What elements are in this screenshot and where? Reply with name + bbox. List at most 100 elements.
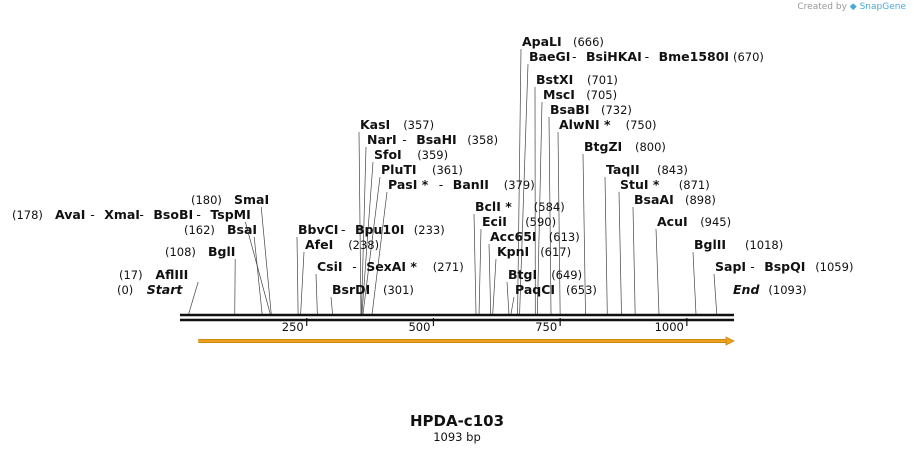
enzyme-name[interactable]: BsrDI (332, 282, 370, 297)
axis-tick-label: 250 (282, 320, 304, 334)
enzyme-name[interactable]: NarI (367, 132, 397, 147)
enzyme-name[interactable]: MscI (543, 87, 575, 102)
enzyme-name[interactable]: BglII (694, 237, 726, 252)
leader-line (253, 236, 263, 315)
site-pluti[interactable]: PluTI (361) (381, 162, 463, 177)
site-apali[interactable]: ApaLI (666) (522, 34, 604, 49)
site-bbvci[interactable]: BbvCI - Bpu10I (233) (298, 222, 445, 237)
site-end[interactable]: End (1093) (733, 282, 807, 297)
site-afei[interactable]: AfeI (238) (305, 237, 379, 252)
site-bsai[interactable]: (162) BsaI (184, 222, 257, 237)
site-position: (649) (551, 268, 582, 282)
site-btgzi[interactable]: BtgZI (800) (584, 139, 666, 154)
site-bstxi[interactable]: BstXI (701) (536, 72, 618, 87)
site-csii[interactable]: CsiI - SexAI * (271) (317, 259, 464, 274)
enzyme-name[interactable]: Acc65I (490, 229, 537, 244)
enzyme-name[interactable]: EciI (482, 214, 507, 229)
site-bsrdi[interactable]: BsrDI (301) (332, 282, 414, 297)
site-bsaai[interactable]: BsaAI (898) (634, 192, 716, 207)
site-acui[interactable]: AcuI (945) (657, 214, 731, 229)
enzyme-name[interactable]: Bpu10I (355, 222, 404, 237)
site-bglii[interactable]: BglII (1018) (694, 237, 783, 252)
site-bcli[interactable]: BclI * (584) (475, 199, 565, 214)
enzyme-name[interactable]: TspMI (210, 207, 250, 222)
enzyme-name[interactable]: End (733, 282, 760, 297)
enzyme-name[interactable]: BsaAI (634, 192, 674, 207)
enzyme-name[interactable]: CsiI (317, 259, 343, 274)
enzyme-name[interactable]: XmaI (104, 207, 140, 222)
credit-prefix: Created by (797, 2, 847, 12)
enzyme-name[interactable]: PasI * (388, 177, 429, 192)
site-position: (238) (348, 238, 379, 252)
enzyme-name[interactable]: BsaI (227, 222, 257, 237)
enzyme-name[interactable]: KasI (360, 117, 390, 132)
site-baegi[interactable]: BaeGI - BsiHKAI - Bme1580I (670) (529, 49, 764, 64)
site-bgli[interactable]: (108) BglI (165, 244, 235, 259)
enzyme-name[interactable]: AfeI (305, 237, 333, 252)
site-start[interactable]: (0) Start (117, 282, 183, 297)
enzyme-name[interactable]: BtgZI (584, 139, 622, 154)
leader-line (371, 191, 388, 315)
enzyme-name[interactable]: KpnI (497, 244, 529, 259)
site-taqii[interactable]: TaqII (843) (606, 162, 688, 177)
site-position: (1093) (768, 283, 806, 297)
enzyme-name[interactable]: BsiHKAI (586, 49, 642, 64)
leader-line (478, 228, 482, 315)
site-avai[interactable]: (178) AvaI - XmaI - BsoBI - TspMI (12, 207, 251, 222)
enzyme-name[interactable]: BclI * (475, 199, 512, 214)
site-btgi[interactable]: BtgI (649) (508, 267, 582, 282)
enzyme-name[interactable]: SapI (715, 259, 746, 274)
leader-line (488, 243, 492, 315)
enzyme-name[interactable]: SmaI (234, 192, 269, 207)
site-sapi[interactable]: SapI - BspQI (1059) (715, 259, 853, 274)
enzyme-name[interactable]: BaeGI (529, 49, 570, 64)
enzyme-name[interactable]: AcuI (657, 214, 688, 229)
enzyme-name[interactable]: BanII (453, 177, 489, 192)
enzyme-separator: - (139, 207, 144, 222)
enzyme-name[interactable]: AflIII (155, 267, 188, 282)
enzyme-name[interactable]: SfoI (374, 147, 402, 162)
site-sfoi[interactable]: SfoI (359) (374, 147, 448, 162)
feature-arrow[interactable] (198, 336, 735, 346)
leader-line (618, 191, 622, 315)
site-position: (357) (403, 118, 434, 132)
enzyme-name[interactable]: PaqCI (515, 282, 555, 297)
leader-line (260, 206, 272, 315)
site-position: (162) (184, 223, 215, 237)
site-position: (871) (679, 178, 710, 192)
site-stui[interactable]: StuI * (871) (620, 177, 710, 192)
site-smai[interactable]: (180) SmaI (191, 192, 269, 207)
enzyme-name[interactable]: BspQI (764, 259, 805, 274)
site-afliii[interactable]: (17) AflIII (119, 267, 188, 282)
site-msci[interactable]: MscI (705) (543, 87, 617, 102)
site-position: (233) (414, 223, 445, 237)
site-kasi[interactable]: KasI (357) (360, 117, 434, 132)
site-nari[interactable]: NarI - BsaHI (358) (367, 132, 498, 147)
enzyme-name[interactable]: Start (147, 282, 184, 297)
enzyme-separator: - (341, 222, 346, 237)
enzyme-name[interactable]: TaqII (606, 162, 640, 177)
site-alwni[interactable]: AlwNI * (750) (559, 117, 657, 132)
enzyme-name[interactable]: BstXI (536, 72, 573, 87)
enzyme-name[interactable]: BsaHI (416, 132, 457, 147)
enzyme-name[interactable]: SexAI * (366, 259, 417, 274)
site-paqci[interactable]: PaqCI (653) (515, 282, 597, 297)
enzyme-name[interactable]: BtgI (508, 267, 537, 282)
site-ecii[interactable]: EciI (590) (482, 214, 556, 229)
site-acc65i[interactable]: Acc65I (613) (490, 229, 580, 244)
enzyme-name[interactable]: AlwNI * (559, 117, 611, 132)
site-bsabi[interactable]: BsaBI (732) (550, 102, 632, 117)
enzyme-name[interactable]: PluTI (381, 162, 417, 177)
site-position: (666) (573, 35, 604, 49)
leader-line (582, 153, 586, 315)
enzyme-name[interactable]: Bme1580I (659, 49, 729, 64)
enzyme-name[interactable]: BsoBI (153, 207, 193, 222)
enzyme-name[interactable]: StuI * (620, 177, 660, 192)
site-pasi[interactable]: PasI * - BanII (379) (388, 177, 535, 192)
enzyme-name[interactable]: ApaLI (522, 34, 562, 49)
enzyme-name[interactable]: BglI (208, 244, 235, 259)
enzyme-name[interactable]: BsaBI (550, 102, 590, 117)
site-kpni[interactable]: KpnI (617) (497, 244, 571, 259)
enzyme-name[interactable]: BbvCI (298, 222, 338, 237)
enzyme-name[interactable]: AvaI (55, 207, 85, 222)
